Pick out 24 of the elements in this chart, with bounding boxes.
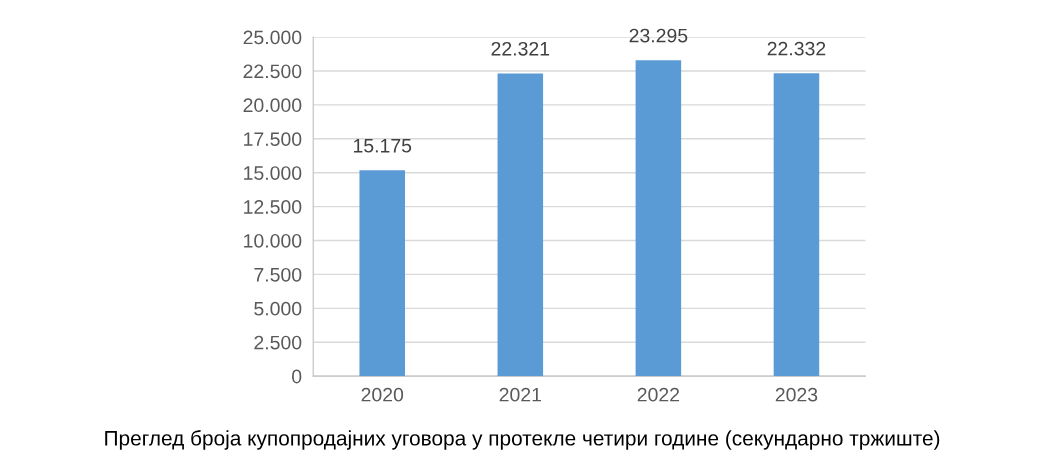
bar	[497, 73, 544, 377]
bar	[773, 73, 820, 377]
x-tick-label: 2021	[499, 387, 541, 402]
text: Преглед броја купопродајних уговора у протекле четири године (секундарно тржиште)	[105, 430, 940, 450]
y-tick-label: 22.500	[243, 64, 302, 79]
y-tick-label: 5.000	[254, 301, 302, 316]
y-tick-label: 17.500	[244, 132, 302, 147]
y-tick-label: 20.000	[243, 98, 302, 113]
y-tick-label: 7.500	[254, 267, 302, 282]
x-tick-label: 2022	[637, 387, 680, 402]
bar	[635, 60, 682, 377]
data-label: 22.321	[491, 41, 550, 56]
y-tick-label: 10.000	[244, 233, 302, 248]
data-label: 23.295	[629, 28, 688, 43]
x-tick-label: 2020	[361, 387, 404, 402]
y-tick-label: 12.500	[244, 200, 302, 214]
y-tick-label: 2.500	[254, 335, 302, 350]
data-label: 22.332	[767, 41, 826, 56]
data-label: 15.175	[353, 139, 412, 153]
y-tick-label: 25.000	[243, 30, 302, 45]
y-tick-label: 15.000	[244, 166, 302, 180]
bar	[359, 170, 406, 377]
y-tick-label: 0	[292, 369, 302, 384]
x-tick-label: 2023	[775, 387, 818, 402]
